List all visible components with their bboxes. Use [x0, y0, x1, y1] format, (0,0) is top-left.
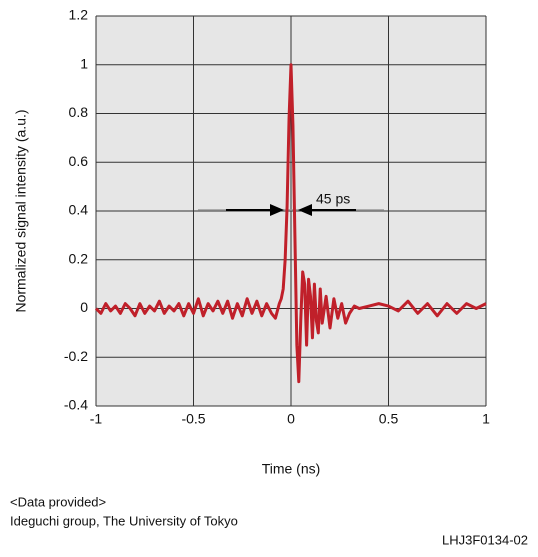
x-tick-label: -1: [90, 411, 103, 427]
y-tick-label: 1: [80, 55, 88, 71]
y-tick-label: -0.2: [64, 348, 88, 364]
annotation: 45 ps: [316, 191, 350, 207]
line-series: [94, 63, 487, 384]
y-tick-label: 0.6: [69, 153, 89, 169]
footer-note-title: <Data provided>: [10, 494, 106, 509]
y-tick-label: 1.2: [69, 7, 89, 23]
y-axis-title: Normalized signal intensity (a.u.): [13, 109, 29, 312]
y-tick-label: 0.4: [69, 202, 89, 218]
x-axis-title: Time (ns): [262, 461, 321, 477]
y-tick-label: 0.2: [69, 250, 89, 266]
annotation-arrowhead: [298, 204, 312, 216]
annotation-arrowhead: [270, 204, 284, 216]
y-tick-label: 0: [80, 299, 88, 315]
x-tick-label: -0.5: [181, 411, 205, 427]
figure-code: LHJ3F0134-02: [442, 532, 528, 547]
y-tick-label: 0.8: [69, 104, 89, 120]
x-tick-label: 1: [482, 411, 490, 427]
y-tick-label: -0.4: [64, 397, 88, 413]
x-tick-label: 0.5: [379, 411, 399, 427]
x-tick-label: 0: [287, 411, 295, 427]
footer-note: Ideguchi group, The University of Tokyo: [10, 513, 238, 528]
